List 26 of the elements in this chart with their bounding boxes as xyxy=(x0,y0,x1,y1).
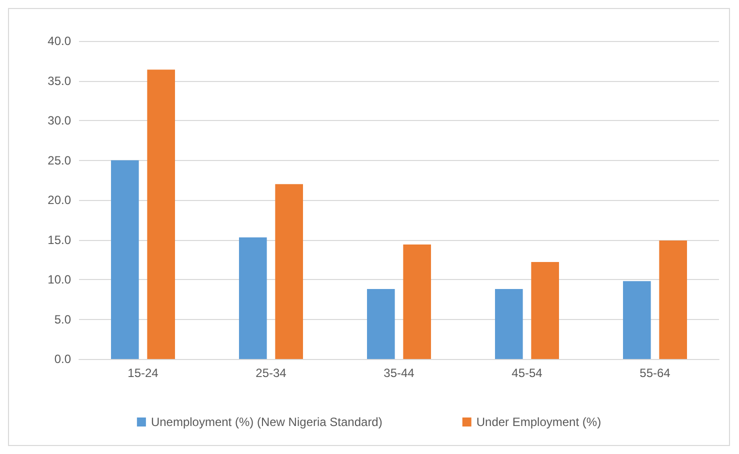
y-tick-label: 35.0 xyxy=(48,74,72,88)
bar xyxy=(623,281,651,359)
bar xyxy=(275,184,303,359)
bar xyxy=(367,289,395,359)
y-tick-label: 20.0 xyxy=(48,193,72,207)
legend-label: Unemployment (%) (New Nigeria Standard) xyxy=(150,415,382,429)
y-tick-label: 5.0 xyxy=(54,312,72,326)
x-tick-label: 15-24 xyxy=(128,366,159,380)
bar xyxy=(147,70,175,359)
bar xyxy=(239,237,267,359)
bar xyxy=(531,262,559,359)
x-tick-label: 35-44 xyxy=(384,366,415,380)
bar xyxy=(659,240,687,359)
bar xyxy=(495,289,523,359)
bar xyxy=(111,160,139,359)
y-tick-label: 25.0 xyxy=(48,153,72,168)
x-tick-label: 25-34 xyxy=(256,366,287,380)
y-tick-label: 15.0 xyxy=(48,232,72,247)
legend-label: Under Employment (%) xyxy=(476,415,602,429)
y-tick-label: 10.0 xyxy=(48,272,72,286)
y-tick-label: 30.0 xyxy=(48,114,72,128)
x-tick-label: 45-54 xyxy=(512,366,543,380)
y-tick-label: 0.0 xyxy=(54,352,72,366)
y-tick-label: 40.0 xyxy=(48,34,72,48)
bar xyxy=(403,244,431,359)
x-tick-label: 55-64 xyxy=(640,366,671,380)
